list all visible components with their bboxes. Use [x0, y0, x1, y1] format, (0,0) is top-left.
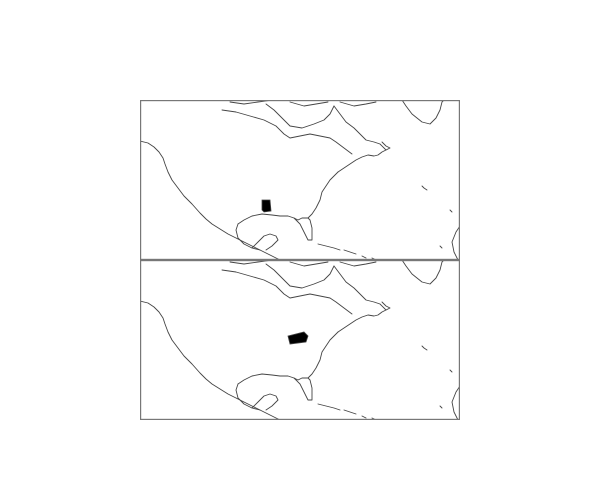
north-america-coastline [140, 140, 281, 260]
greenland-coastline [401, 260, 445, 285]
caribbean-islands [317, 403, 377, 420]
coastlines [140, 100, 460, 260]
map-frame [140, 260, 460, 420]
atlantic-islands [421, 185, 453, 249]
yucatan-coastline [251, 393, 279, 411]
coastlines [140, 260, 460, 420]
greenland-coastline [401, 100, 445, 125]
mexico-gulf-west-coastline [235, 383, 261, 411]
labrador-coastline [333, 265, 387, 311]
europe-africa-edge [451, 225, 460, 260]
gulf-mexico-coastline [237, 331, 339, 385]
northeast-coastline [337, 301, 391, 333]
yucatan-coastline [251, 233, 279, 251]
north-america-coastline [140, 300, 281, 420]
geo-subplot-bottom[interactable] [140, 260, 460, 420]
pennsylvania-polygon[interactable] [287, 331, 309, 345]
canada-interior [221, 109, 353, 155]
northeast-coastline [337, 141, 391, 173]
caribbean-islands [317, 243, 377, 260]
geojson-polygon-layer [261, 199, 272, 213]
atlantic-islands [421, 345, 453, 409]
florida-coastline [293, 377, 313, 401]
mexico-gulf-west-coastline [235, 223, 261, 251]
europe-africa-edge [451, 385, 460, 420]
hudson-bay [265, 103, 335, 129]
gulf-mexico-coastline [237, 171, 339, 225]
map-frame [140, 100, 460, 260]
florida-coastline [293, 217, 313, 241]
hudson-bay [265, 263, 335, 289]
geojson-polygon-layer [287, 331, 309, 345]
canada-interior [221, 269, 353, 315]
alabama-polygon[interactable] [261, 199, 272, 213]
geo-subplot-top[interactable] [140, 100, 460, 260]
pennsylvania-accent-mark [300, 333, 304, 340]
labrador-coastline [333, 105, 387, 151]
